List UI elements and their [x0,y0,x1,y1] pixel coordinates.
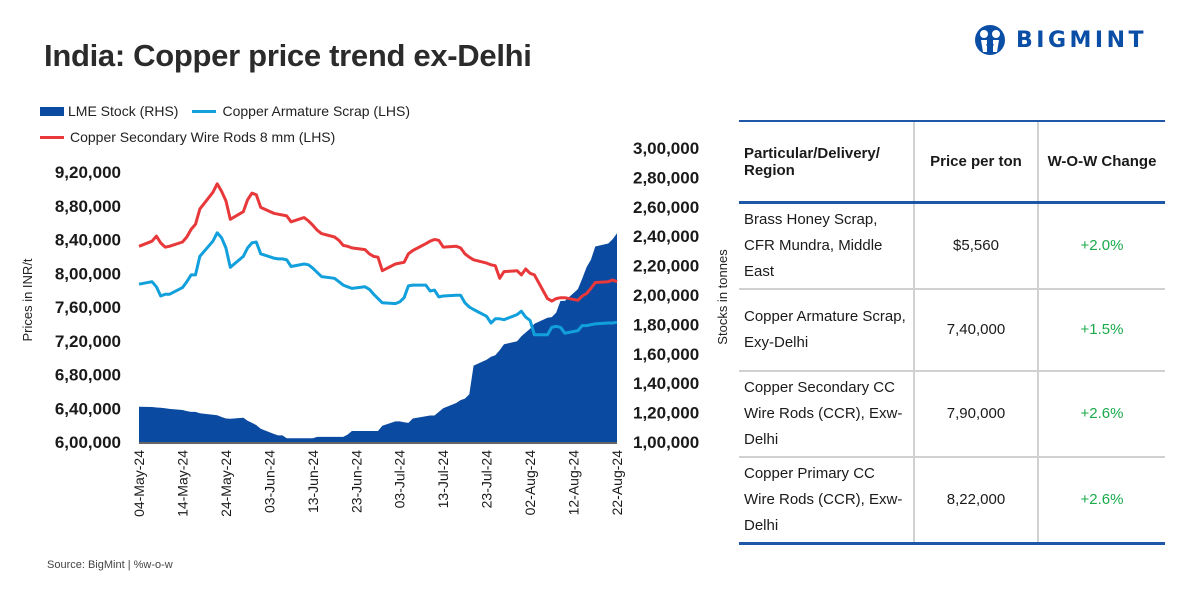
cell-particular: Brass Honey Scrap, CFR Mundra, Middle Ea… [739,202,914,290]
cell-price: $5,560 [913,202,1038,290]
source-note: Source: BigMint | %w-o-w [47,559,173,571]
header-change: W-O-W Change [1037,120,1165,204]
cell-change: +2.6% [1037,457,1165,545]
y2-tick-label: 1,60,000 [633,345,699,364]
x-tick-label: 14-May-24 [174,450,190,517]
x-tick-label: 03-Jun-24 [261,450,277,513]
y-tick-label: 8,40,000 [55,231,121,250]
x-tick-label: 24-May-24 [218,450,234,517]
x-tick-label: 13-Jul-24 [435,450,451,509]
cell-price: 7,40,000 [913,289,1038,372]
legend-label: Copper Secondary Wire Rods 8 mm (LHS) [70,129,336,145]
cell-change: +1.5% [1037,289,1165,372]
cell-price: 8,22,000 [913,457,1038,545]
legend-swatch-wire-rods [40,135,64,139]
x-tick-label: 03-Jul-24 [392,450,408,509]
x-tick-label: 13-Jun-24 [305,450,321,513]
y2-tick-label: 2,20,000 [633,257,699,276]
cell-particular: Copper Primary CC Wire Rods (CCR), Exw-D… [739,457,914,545]
bigmint-logo-icon [975,25,1005,55]
table-row: Copper Primary CC Wire Rods (CCR), Exw-D… [739,457,1165,545]
x-tick-label: 04-May-24 [131,450,147,517]
x-tick-label: 23-Jul-24 [479,450,495,509]
bigmint-logo: BIGMINT [972,24,1147,56]
header-particular: Particular/Delivery/ Region [739,120,914,204]
price-table: Particular/Delivery/ Region Price per to… [739,120,1165,545]
table-row: Copper Armature Scrap, Exy-Delhi 7,40,00… [739,289,1165,372]
y2-axis-label: Stocks in tonnes [715,249,730,345]
cell-price: 7,90,000 [913,371,1038,458]
x-tick-label: 22-Aug-24 [609,450,625,516]
table-row: Copper Secondary CC Wire Rods (CCR), Exw… [739,371,1165,458]
legend-item-lme-stock: LME Stock (RHS) [40,103,178,119]
legend-item-wire-rods: Copper Secondary Wire Rods 8 mm (LHS) [40,129,335,145]
y2-tick-label: 1,80,000 [633,315,699,334]
table-row: Brass Honey Scrap, CFR Mundra, Middle Ea… [739,202,1165,290]
y-tick-label: 6,40,000 [55,399,121,418]
header-price: Price per ton [913,120,1038,204]
y-tick-label: 6,80,000 [55,366,121,385]
wire-rods-line [138,182,618,303]
logo-text: BIGMINT [1016,27,1148,53]
lme-stock-area [139,233,617,442]
x-tick-label: 12-Aug-24 [566,450,582,516]
x-tick-label: 02-Aug-24 [522,450,538,516]
y2-tick-label: 1,40,000 [633,374,699,393]
legend-label: LME Stock (RHS) [68,103,179,119]
y2-tick-label: 2,40,000 [633,227,699,246]
y-tick-label: 7,60,000 [55,298,121,317]
y2-tick-label: 1,20,000 [633,404,699,423]
y2-tick-label: 2,60,000 [633,198,699,217]
legend-swatch-lme-stock [40,106,64,116]
cell-particular: Copper Secondary CC Wire Rods (CCR), Exw… [739,371,914,458]
chart-legend: LME Stock (RHS) Copper Armature Scrap (L… [40,98,424,150]
table-header-row: Particular/Delivery/ Region Price per to… [739,120,1165,204]
armature-scrap-line [138,231,618,337]
y-axis-label: Prices in INR/t [20,258,35,341]
legend-item-armature-scrap: Copper Armature Scrap (LHS) [192,103,410,119]
legend-label: Copper Armature Scrap (LHS) [222,103,410,119]
y-tick-label: 6,00,000 [55,433,121,452]
cell-change: +2.0% [1037,202,1165,290]
cell-particular: Copper Armature Scrap, Exy-Delhi [739,289,914,372]
y2-tick-label: 3,00,000 [633,139,699,158]
y-tick-label: 8,00,000 [55,264,121,283]
price-chart: 6,00,000 6,40,000 6,80,000 7,20,000 7,60,000… [20,139,730,517]
y-tick-label: 7,20,000 [55,332,121,351]
y2-tick-label: 2,00,000 [633,286,699,305]
y2-tick-label: 2,80,000 [633,168,699,187]
y-tick-label: 9,20,000 [55,163,121,182]
x-tick-label: 23-Jun-24 [348,450,364,513]
y2-tick-label: 1,00,000 [633,433,699,452]
page-title: India: Copper price trend ex-Delhi [44,38,532,73]
cell-change: +2.6% [1037,371,1165,458]
y-tick-label: 8,80,000 [55,197,121,216]
legend-swatch-armature-scrap [192,109,217,113]
